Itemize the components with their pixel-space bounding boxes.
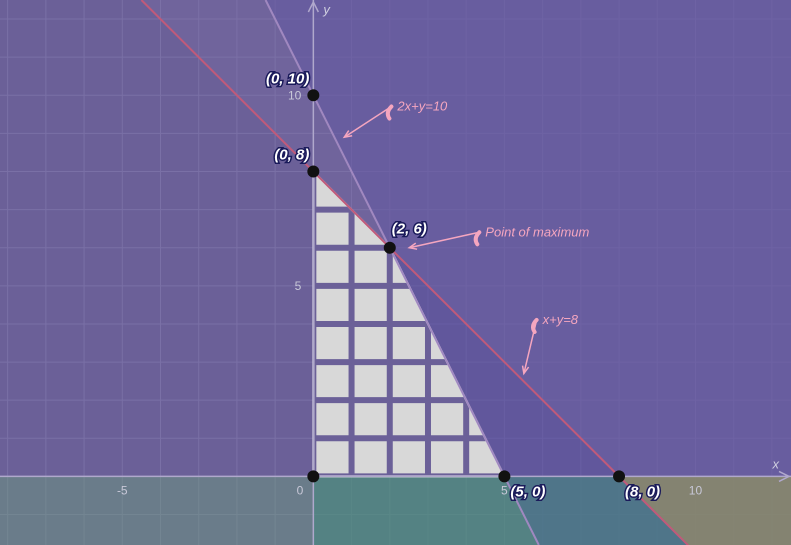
- vertex-point: [384, 242, 396, 254]
- y-tick-label: 5: [295, 279, 302, 293]
- vertex-label: (0, 10): [266, 70, 309, 87]
- x-tick-label: 5: [501, 483, 508, 497]
- x-axis-label: x: [772, 456, 780, 471]
- vertex-point: [307, 470, 319, 482]
- vertex-label: (5, 0): [510, 483, 545, 500]
- x-tick-label: 10: [689, 483, 703, 497]
- vertex-point: [613, 470, 625, 482]
- vertex-point: [307, 166, 319, 178]
- anno-x+y=8-label: x+y=8: [542, 312, 579, 327]
- lp-feasible-region-chart: -55105100xy2x+y=10Point of maximumx+y=8(…: [0, 0, 791, 545]
- y-tick-label: 10: [288, 88, 302, 102]
- vertex-point: [498, 470, 510, 482]
- vertex-label: (0, 8): [274, 147, 309, 164]
- x-tick-label: -5: [117, 483, 128, 497]
- origin-label: 0: [297, 483, 304, 497]
- anno-point-max-label: Point of maximum: [485, 224, 589, 239]
- vertex-point: [307, 89, 319, 101]
- vertex-label: (8, 0): [625, 483, 660, 500]
- vertex-label: (2, 6): [392, 221, 427, 238]
- anno-2x+y=10-label: 2x+y=10: [396, 99, 448, 114]
